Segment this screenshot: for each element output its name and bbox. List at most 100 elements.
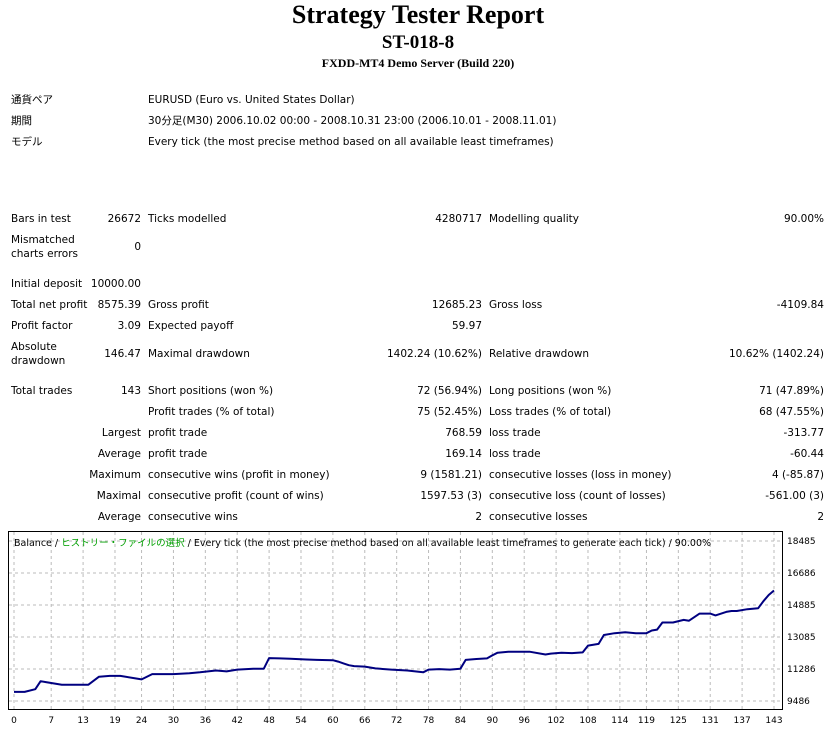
- y-tick-label: 11286: [787, 665, 816, 675]
- quality-value: 90.00%: [783, 213, 824, 225]
- x-tick-label: 0: [11, 716, 17, 726]
- avg-losses-label: consecutive losses: [489, 511, 588, 523]
- x-tick-label: 19: [109, 716, 121, 726]
- maximal-loss-label: consecutive loss (count of losses): [489, 490, 666, 502]
- profit-trades-label: Profit trades (% of total): [148, 406, 275, 418]
- model-label: モデル: [11, 136, 43, 148]
- symbol-label: 通貨ペア: [11, 94, 53, 106]
- x-tick-label: 36: [200, 716, 212, 726]
- deposit-value: 10000.00: [90, 278, 141, 290]
- avg-wins-value: 2: [475, 511, 482, 523]
- x-tick-label: 7: [48, 716, 54, 726]
- mismatch-label-2: charts errors: [11, 248, 78, 260]
- average-label: Average: [97, 448, 141, 460]
- largest-loss-value: -313.77: [783, 427, 824, 439]
- expected-payoff-label: Expected payoff: [148, 320, 234, 332]
- report-title: Strategy Tester Report: [291, 0, 545, 29]
- x-tick-label: 30: [168, 716, 180, 726]
- max-wins-value: 9 (1581.21): [420, 469, 482, 481]
- gross-loss-label: Gross loss: [489, 299, 543, 311]
- x-tick-label: 90: [487, 716, 499, 726]
- x-tick-label: 42: [231, 716, 242, 726]
- short-positions-label: Short positions (won %): [148, 385, 274, 397]
- average-profit-value: 169.14: [445, 448, 482, 460]
- profit-factor-label: Profit factor: [11, 320, 73, 332]
- profit-factor-value: 3.09: [117, 320, 141, 332]
- x-tick-label: 84: [455, 716, 467, 726]
- average-loss-label: loss trade: [489, 448, 541, 460]
- net-profit-label: Total net profit: [11, 299, 88, 311]
- x-tick-label: 66: [359, 716, 371, 726]
- average2-label: Average: [97, 511, 141, 523]
- largest-label: Largest: [101, 427, 141, 439]
- mismatch-value: 0: [134, 241, 141, 253]
- quality-label: Modelling quality: [489, 213, 579, 225]
- y-tick-label: 14885: [787, 601, 816, 611]
- chart-legend: Balance / ヒストリー・ファイルの選択 / Every tick (th…: [14, 535, 711, 549]
- total-trades-label: Total trades: [11, 385, 73, 397]
- x-tick-label: 143: [765, 716, 782, 726]
- x-tick-label: 24: [136, 716, 148, 726]
- legend-history-link: ヒストリー・ファイルの選択: [61, 538, 185, 549]
- gross-loss-value: -4109.84: [776, 299, 824, 311]
- x-tick-label: 48: [263, 716, 275, 726]
- rel-drawdown-value: 10.62% (1402.24): [729, 348, 824, 360]
- x-tick-label: 108: [579, 716, 596, 726]
- x-tick-label: 114: [611, 716, 628, 726]
- ticks-value: 4280717: [435, 213, 482, 225]
- x-tick-label: 131: [702, 716, 719, 726]
- maximal-label: Maximal: [96, 490, 141, 502]
- period-value: 30分足(M30) 2006.10.02 00:00 - 2008.10.31 …: [148, 115, 557, 127]
- avg-wins-label: consecutive wins: [148, 511, 238, 523]
- y-tick-label: 13085: [787, 633, 816, 643]
- avg-losses-value: 2: [817, 511, 824, 523]
- balance-chart: 0 7 13 19 24 30 36 42 48 54 60 66 72 78 84 90 96 102 108 11…: [8, 531, 816, 726]
- x-tick-label: 125: [670, 716, 687, 726]
- average-loss-value: -60.44: [790, 448, 824, 460]
- x-tick-label: 137: [734, 716, 751, 726]
- chart-frame: [8, 531, 783, 710]
- expected-payoff-value: 59.97: [451, 320, 482, 332]
- x-tick-label: 60: [327, 716, 339, 726]
- net-profit-value: 8575.39: [97, 299, 141, 311]
- x-tick-label: 119: [638, 716, 655, 726]
- x-tick-label: 72: [391, 716, 402, 726]
- abs-drawdown-value: 146.47: [104, 348, 141, 360]
- balance-line: [14, 589, 775, 693]
- largest-profit-value: 768.59: [445, 427, 482, 439]
- deposit-label: Initial deposit: [11, 278, 83, 290]
- long-positions-value: 71 (47.89%): [759, 385, 824, 397]
- profit-trades-value: 75 (52.45%): [417, 406, 482, 418]
- legend-prefix: Balance /: [14, 538, 62, 549]
- model-value: Every tick (the most precise method base…: [148, 136, 554, 148]
- y-tick-label: 9486: [787, 697, 810, 707]
- max-losses-label: consecutive losses (loss in money): [489, 469, 672, 481]
- expert-name: ST-018-8: [381, 32, 455, 53]
- long-positions-label: Long positions (won %): [489, 385, 612, 397]
- legend-suffix: / Every tick (the most precise method ba…: [184, 538, 712, 549]
- abs-drawdown-label-2: drawdown: [11, 355, 66, 367]
- maximal-loss-value: -561.00 (3): [765, 490, 824, 502]
- symbol-value: EURUSD (Euro vs. United States Dollar): [148, 94, 355, 106]
- maximal-profit-label: consecutive profit (count of wins): [148, 490, 324, 502]
- maximal-profit-value: 1597.53 (3): [420, 490, 482, 502]
- x-tick-label: 96: [518, 716, 530, 726]
- ticks-label: Ticks modelled: [148, 213, 227, 225]
- y-tick-label: 18485: [787, 537, 816, 547]
- x-tick-label: 78: [423, 716, 435, 726]
- gross-profit-value: 12685.23: [431, 299, 482, 311]
- max-wins-label: consecutive wins (profit in money): [148, 469, 330, 481]
- average-profit-label: profit trade: [148, 448, 208, 460]
- bars-value: 26672: [107, 213, 141, 225]
- x-tick-label: 54: [295, 716, 307, 726]
- x-tick-label: 102: [548, 716, 565, 726]
- largest-loss-label: loss trade: [489, 427, 541, 439]
- rel-drawdown-label: Relative drawdown: [489, 348, 590, 360]
- maximum-label: Maximum: [89, 469, 141, 481]
- short-positions-value: 72 (56.94%): [417, 385, 482, 397]
- max-drawdown-value: 1402.24 (10.62%): [387, 348, 482, 360]
- gross-profit-label: Gross profit: [148, 299, 209, 311]
- abs-drawdown-label-1: Absolute: [11, 341, 57, 353]
- server-name: FXDD-MT4 Demo Server (Build 220): [321, 56, 515, 70]
- period-label: 期間: [11, 115, 32, 127]
